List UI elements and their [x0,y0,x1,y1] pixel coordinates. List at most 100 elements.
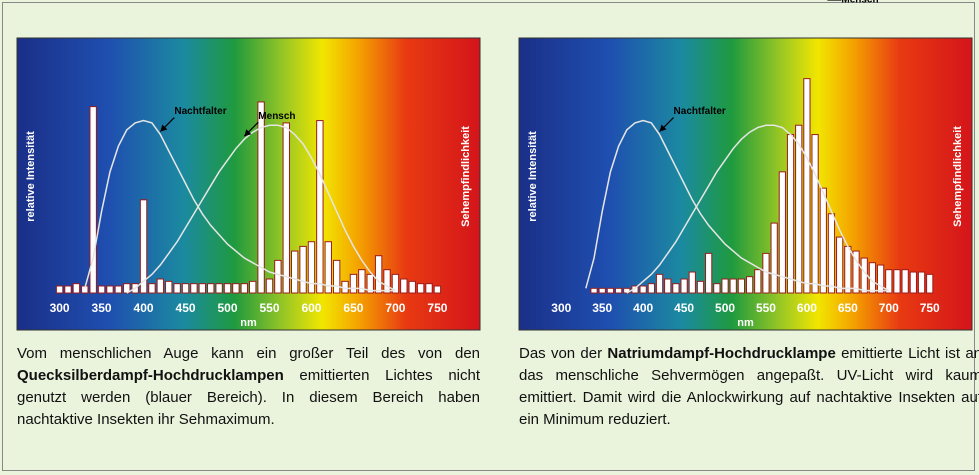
caption-text: Das von der [519,345,603,362]
spectrum-bar [819,187,827,294]
x-tick-label: 550 [756,301,776,315]
spectrum-bar [852,250,860,294]
caption: Vom menschlichen Auge kann ein großer Te… [17,343,480,431]
spectrum-bar [114,285,123,294]
spectrum-bar [827,213,836,294]
spectrum-bar [324,241,332,294]
spectrum-bar [316,120,324,294]
annotation-arrowhead [244,129,252,137]
y2-axis-label: Sehempfindlichkeit [952,126,964,227]
spectrum-bar [688,271,696,294]
spectrum-bar [416,283,425,294]
spectrum-bar [55,285,64,294]
spectrum-bar [614,287,623,294]
spectrum-bar [148,283,156,294]
spectrum-bar [232,283,240,294]
curve [126,124,396,294]
spectrum-bar [374,255,383,294]
y-axis-label: relative Intensität [25,131,37,222]
curve [626,124,890,294]
spectrum-bar [901,269,909,294]
charts: relative Intensität Sehempfindlichkeit 300… [16,0,973,331]
spectrum-bar [366,273,374,294]
curve [84,119,396,292]
x-tick-label: 500 [217,301,237,315]
x-axis-label: nm [737,317,754,329]
spectrum-bar [786,134,795,294]
spectrum-bar [358,269,366,294]
x-tick-label: 300 [551,301,571,315]
x-tick-label: 300 [50,301,70,315]
annotation: Mensch [841,0,878,6]
spectrum-bar [729,278,737,294]
spectrum-bar [299,245,307,294]
x-axis-label: nm [240,317,257,329]
spectrum-bar [655,273,664,294]
spectrum-bar [664,278,672,294]
x-tick-label: 650 [838,301,858,315]
y2-axis-label: Sehempfindlichkeit [460,126,472,227]
spectrum-bar [639,285,647,294]
x-tick-label: 700 [879,301,899,315]
x-tick-label: 400 [633,301,653,315]
spectrum-bar [215,283,223,294]
spectrum-bar [223,283,232,294]
spectrum-bar [391,273,400,294]
x-tick-label: 750 [920,301,940,315]
spectrum-bar [705,252,713,294]
spectrum-bar [770,222,778,294]
spectrum-bar [778,171,786,294]
caption-text: emittierten Lichtes nicht genutzt werden… [17,367,481,428]
caption-bold: Natriumdampf-Hochdrucklampe [607,345,836,362]
spectrum-bar [207,283,215,294]
spectrum-bar [198,283,207,294]
spectrum-bar [240,283,248,294]
spectrum-bar [106,285,114,294]
spectrum-bar [383,269,391,294]
caption-text: emittierte Licht ist an das menschliche … [519,345,979,428]
caption-bold: Quecksilberdampf-Hochdrucklampen [17,367,284,384]
spectrum-bar [876,264,885,294]
spectrum-bar [400,278,408,294]
spectrum-bar [290,250,299,294]
x-tick-label: 750 [427,301,447,315]
spectrum-bar [425,283,433,294]
x-tick-label: 400 [134,301,154,315]
spectrum-bar [680,278,688,294]
spectrum-bar [433,285,442,294]
spectrum-bar [97,285,106,294]
spectrum-bar [349,273,358,294]
spectrum-bar [156,278,165,294]
x-tick-label: 550 [259,301,279,315]
x-tick-label: 350 [92,301,112,315]
spectrum-bar [745,276,754,294]
annotation-arrowhead [659,124,667,132]
annotation-arrowhead [160,124,168,132]
spectrum-bar [803,78,811,294]
spectrum-bar [721,278,729,294]
spectrum-bar [332,259,341,294]
caption-text: Vom menschlichen Auge kann ein großer Te… [17,345,480,362]
annotation: Nachtfalter [674,106,726,117]
x-tick-label: 500 [715,301,735,315]
spectrum-bar [909,271,917,294]
x-tick-label: 700 [385,301,405,315]
spectrum-bar [598,287,606,294]
spectrum-bar [173,283,181,294]
spectrum-bar [64,285,72,294]
x-tick-label: 600 [301,301,321,315]
spectrum-bar [713,283,721,294]
spectrum-bar [926,273,934,294]
spectrum-bar [165,280,173,294]
spectrum-bar [282,122,290,294]
x-tick-label: 450 [674,301,694,315]
caption: Das von der Natriumdampf-Hochdrucklampe … [519,343,979,431]
spectrum-bar [696,280,705,294]
spectrum-bar [647,283,655,294]
spectrum-bar [795,124,803,294]
spectrum-bar [274,259,282,294]
spectrum-bar [257,101,265,294]
spectrum-bar [811,134,819,294]
spectrum-bar [737,278,746,294]
spectrum-bar [89,106,97,294]
